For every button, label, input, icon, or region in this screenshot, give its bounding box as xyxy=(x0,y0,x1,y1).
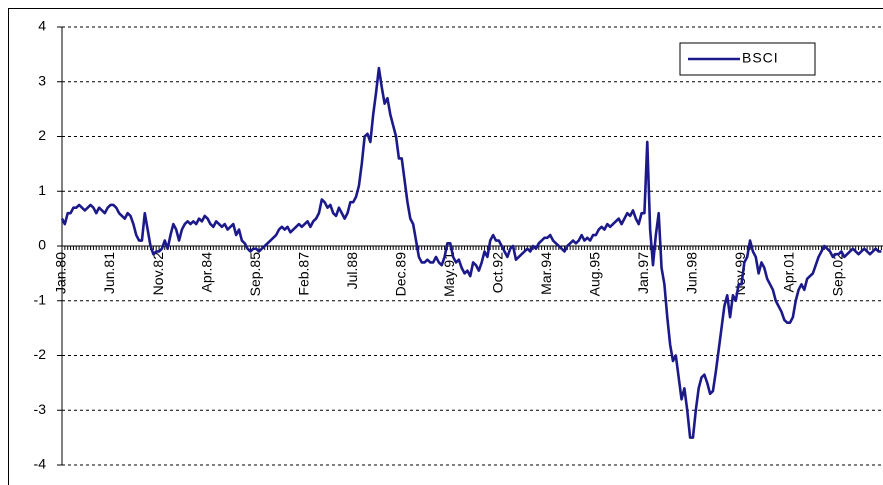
y-tick-label: -3 xyxy=(34,401,47,417)
y-tick-label: -2 xyxy=(34,346,47,362)
y-tick-label: 1 xyxy=(38,182,46,198)
x-tick-label: Sep.02 xyxy=(829,252,845,297)
y-tick-label: 0 xyxy=(38,237,46,253)
x-tick-label: Jun.98 xyxy=(684,252,700,294)
x-tick-label: Jun.81 xyxy=(101,252,117,294)
x-tick-label: Jul.88 xyxy=(344,252,360,290)
y-tick-label: 3 xyxy=(38,72,46,88)
x-tick-label: Dec.89 xyxy=(392,252,408,297)
x-tick-label: Aug.95 xyxy=(587,252,603,297)
x-tick-label: Sep.85 xyxy=(247,252,263,297)
y-tick-label: 4 xyxy=(38,18,46,34)
x-tick-label: Jan.80 xyxy=(53,252,69,294)
y-tick-label: -1 xyxy=(34,291,47,307)
y-tick-label: -4 xyxy=(34,456,47,472)
data-line xyxy=(60,66,882,439)
legend-label: BSCI xyxy=(742,50,779,66)
x-tick-label: Oct.92 xyxy=(490,252,506,293)
x-tick-label: Apr.01 xyxy=(781,252,797,293)
x-tick-label: Mar.94 xyxy=(538,252,554,295)
x-tick-label: May.91 xyxy=(441,252,457,297)
x-tick-label: Apr.84 xyxy=(198,252,214,293)
y-tick-label: 2 xyxy=(38,127,46,143)
x-tick-label: Nov.82 xyxy=(150,252,166,296)
x-tick-label: Feb.87 xyxy=(295,252,311,296)
x-tick-label: Jan.97 xyxy=(635,252,651,294)
